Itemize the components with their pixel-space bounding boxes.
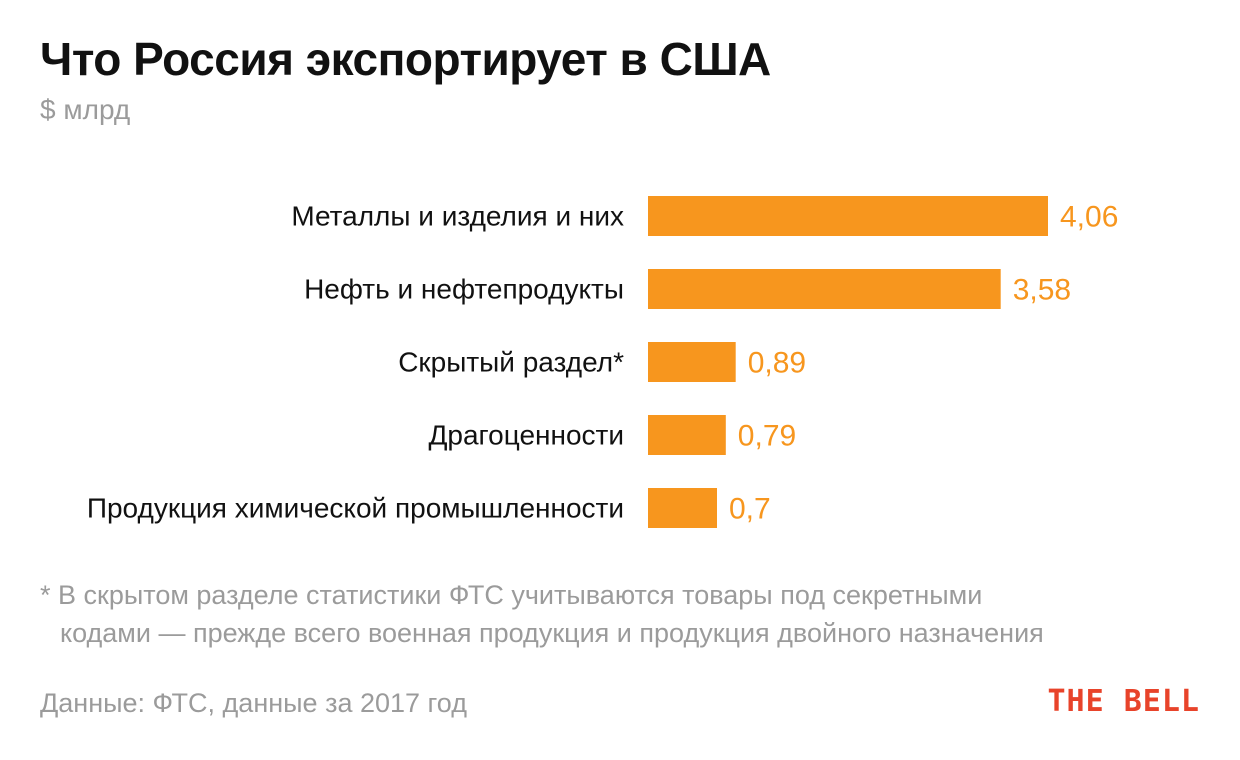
source-note: Данные: ФТС, данные за 2017 год bbox=[40, 688, 467, 718]
category-label: Нефть и нефтепродукты bbox=[304, 274, 624, 305]
bar bbox=[648, 488, 717, 528]
bar bbox=[648, 342, 736, 382]
footnote: * В скрытом разделе статистики ФТС учиты… bbox=[40, 576, 1200, 652]
footnote-line-2: кодами — прежде всего военная продукция … bbox=[60, 618, 1044, 648]
bar-value-label: 3,58 bbox=[1013, 274, 1071, 307]
bar-value-label: 4,06 bbox=[1060, 201, 1118, 234]
bar bbox=[648, 415, 726, 455]
bar-value-label: 0,7 bbox=[729, 493, 771, 526]
bar bbox=[648, 269, 1001, 309]
bar-value-label: 0,79 bbox=[738, 420, 796, 453]
category-label: Драгоценности bbox=[428, 420, 624, 451]
bar bbox=[648, 196, 1048, 236]
chart-title: Что Россия экспортирует в США bbox=[40, 33, 771, 85]
brand-logo: THE BELL bbox=[1047, 684, 1200, 719]
category-label: Скрытый раздел* bbox=[398, 347, 624, 378]
bar-value-label: 0,89 bbox=[748, 347, 806, 380]
footnote-line-1: * В скрытом разделе статистики ФТС учиты… bbox=[40, 580, 983, 610]
category-label: Металлы и изделия и них bbox=[291, 201, 624, 232]
chart-subtitle-units: $ млрд bbox=[40, 94, 131, 125]
bar-chart: Металлы и изделия и них 4,06 Нефть и нефте… bbox=[87, 196, 1118, 528]
category-label: Продукция химической промышленности bbox=[87, 493, 624, 524]
